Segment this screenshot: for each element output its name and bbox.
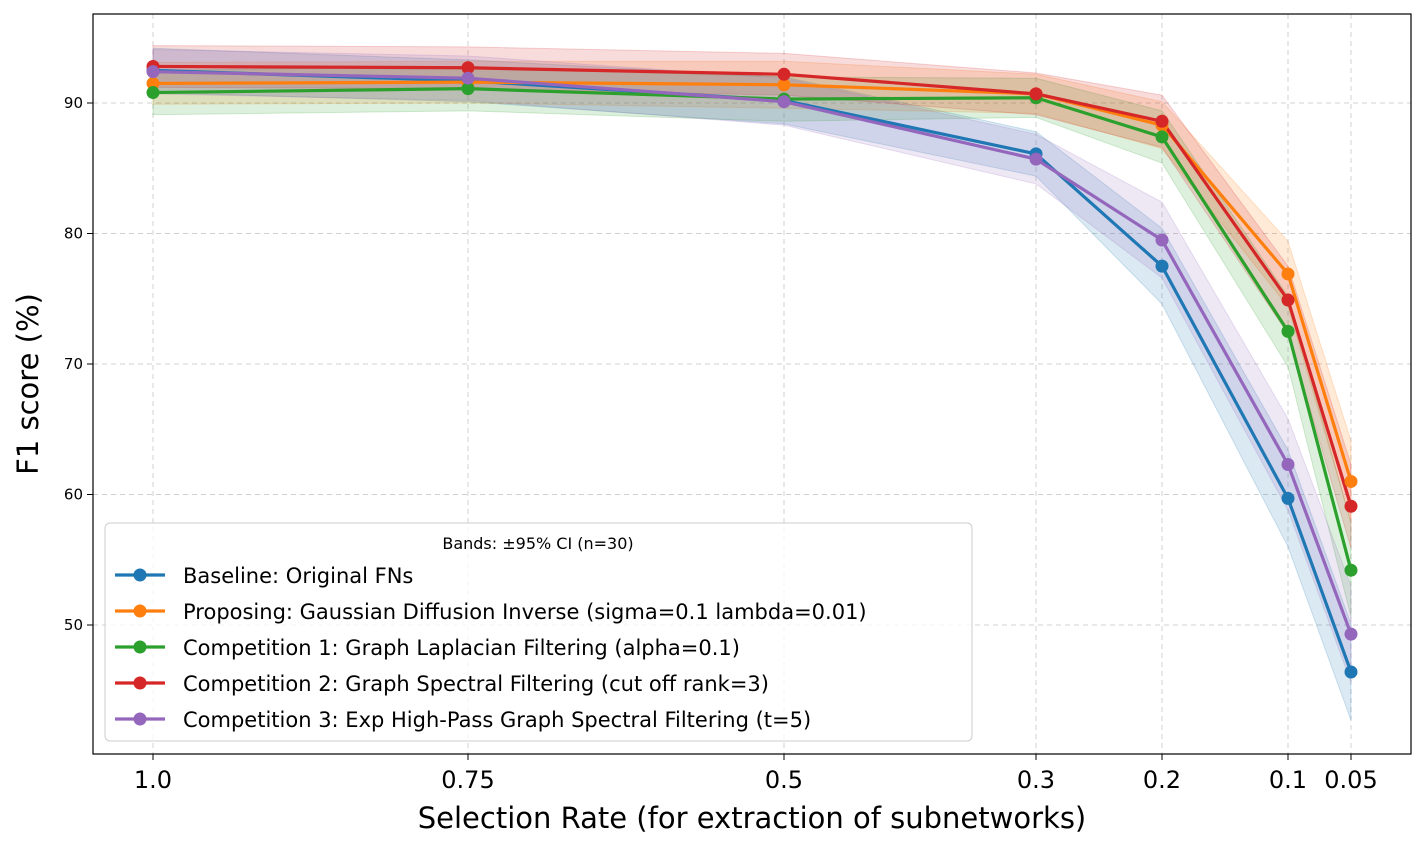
x-axis-title: Selection Rate (for extraction of subnet…: [418, 801, 1087, 835]
data-point: [1344, 665, 1358, 679]
x-tick-label: 0.5: [765, 766, 803, 794]
data-point: [461, 61, 475, 75]
data-point: [146, 65, 160, 79]
data-point: [1344, 474, 1358, 488]
data-point: [1155, 233, 1169, 247]
ci-band: [152, 60, 1352, 523]
data-point: [1344, 627, 1358, 641]
data-point: [1155, 114, 1169, 128]
data-point: [1281, 457, 1295, 471]
x-tick-label: 0.2: [1143, 766, 1181, 794]
y-axis-ticks: 50 60 70 80 90: [64, 94, 93, 634]
legend-label: Baseline: Original FNs: [183, 564, 413, 588]
legend-box: [104, 522, 973, 742]
data-point: [1281, 324, 1295, 338]
data-point: [777, 67, 791, 81]
x-tick-label: 0.1: [1269, 766, 1307, 794]
data-point: [777, 78, 791, 92]
data-point: [461, 71, 475, 85]
series-points: [146, 59, 1358, 679]
legend-label: Proposing: Gaussian Diffusion Inverse (s…: [183, 600, 867, 624]
data-point: [146, 86, 160, 100]
legend-marker-swatch: [133, 568, 147, 582]
ci-band: [152, 48, 1352, 683]
legend: Bands: ±95% CI (n=30) Baseline: Original…: [104, 522, 973, 742]
legend-label: Competition 1: Graph Laplacian Filtering…: [183, 636, 740, 660]
y-tick-label: 50: [64, 616, 83, 634]
y-axis-title: F1 score (%): [11, 293, 45, 475]
x-tick-label: 0.75: [441, 766, 494, 794]
data-point: [1029, 87, 1043, 101]
data-point: [1155, 130, 1169, 144]
legend-marker-swatch: [133, 676, 147, 690]
data-point: [1344, 499, 1358, 513]
x-tick-label: 1.0: [134, 766, 172, 794]
legend-marker-swatch: [133, 640, 147, 654]
legend-marker-swatch: [133, 712, 147, 726]
x-axis-ticks: 1.0 0.75 0.5 0.3 0.2 0.1 0.05: [134, 754, 1378, 794]
x-tick-label: 0.3: [1017, 766, 1055, 794]
ci-band: [152, 65, 1352, 618]
legend-label: Competition 2: Graph Spectral Filtering …: [183, 672, 769, 696]
data-point: [146, 76, 160, 90]
y-tick-label: 90: [64, 94, 83, 112]
legend-label: Competition 3: Exp High-Pass Graph Spect…: [183, 708, 811, 732]
data-point: [1281, 491, 1295, 505]
y-tick-label: 60: [64, 486, 83, 504]
plot-frame: [92, 13, 1412, 755]
y-tick-label: 70: [64, 355, 83, 373]
data-point: [1029, 152, 1043, 166]
grid-lines: [93, 14, 1411, 754]
data-point: [1155, 259, 1169, 273]
legend-items: Baseline: Original FNs Proposing: Gaussia…: [115, 564, 867, 732]
ci-band: [152, 47, 1352, 721]
data-point: [777, 95, 791, 109]
x-tick-label: 0.05: [1324, 766, 1377, 794]
data-point: [1344, 563, 1358, 577]
data-point: [1281, 293, 1295, 307]
legend-title: Bands: ±95% CI (n=30): [442, 534, 633, 553]
data-point: [1281, 267, 1295, 281]
y-tick-label: 80: [64, 225, 83, 243]
legend-marker-swatch: [133, 604, 147, 618]
data-point: [461, 82, 475, 96]
